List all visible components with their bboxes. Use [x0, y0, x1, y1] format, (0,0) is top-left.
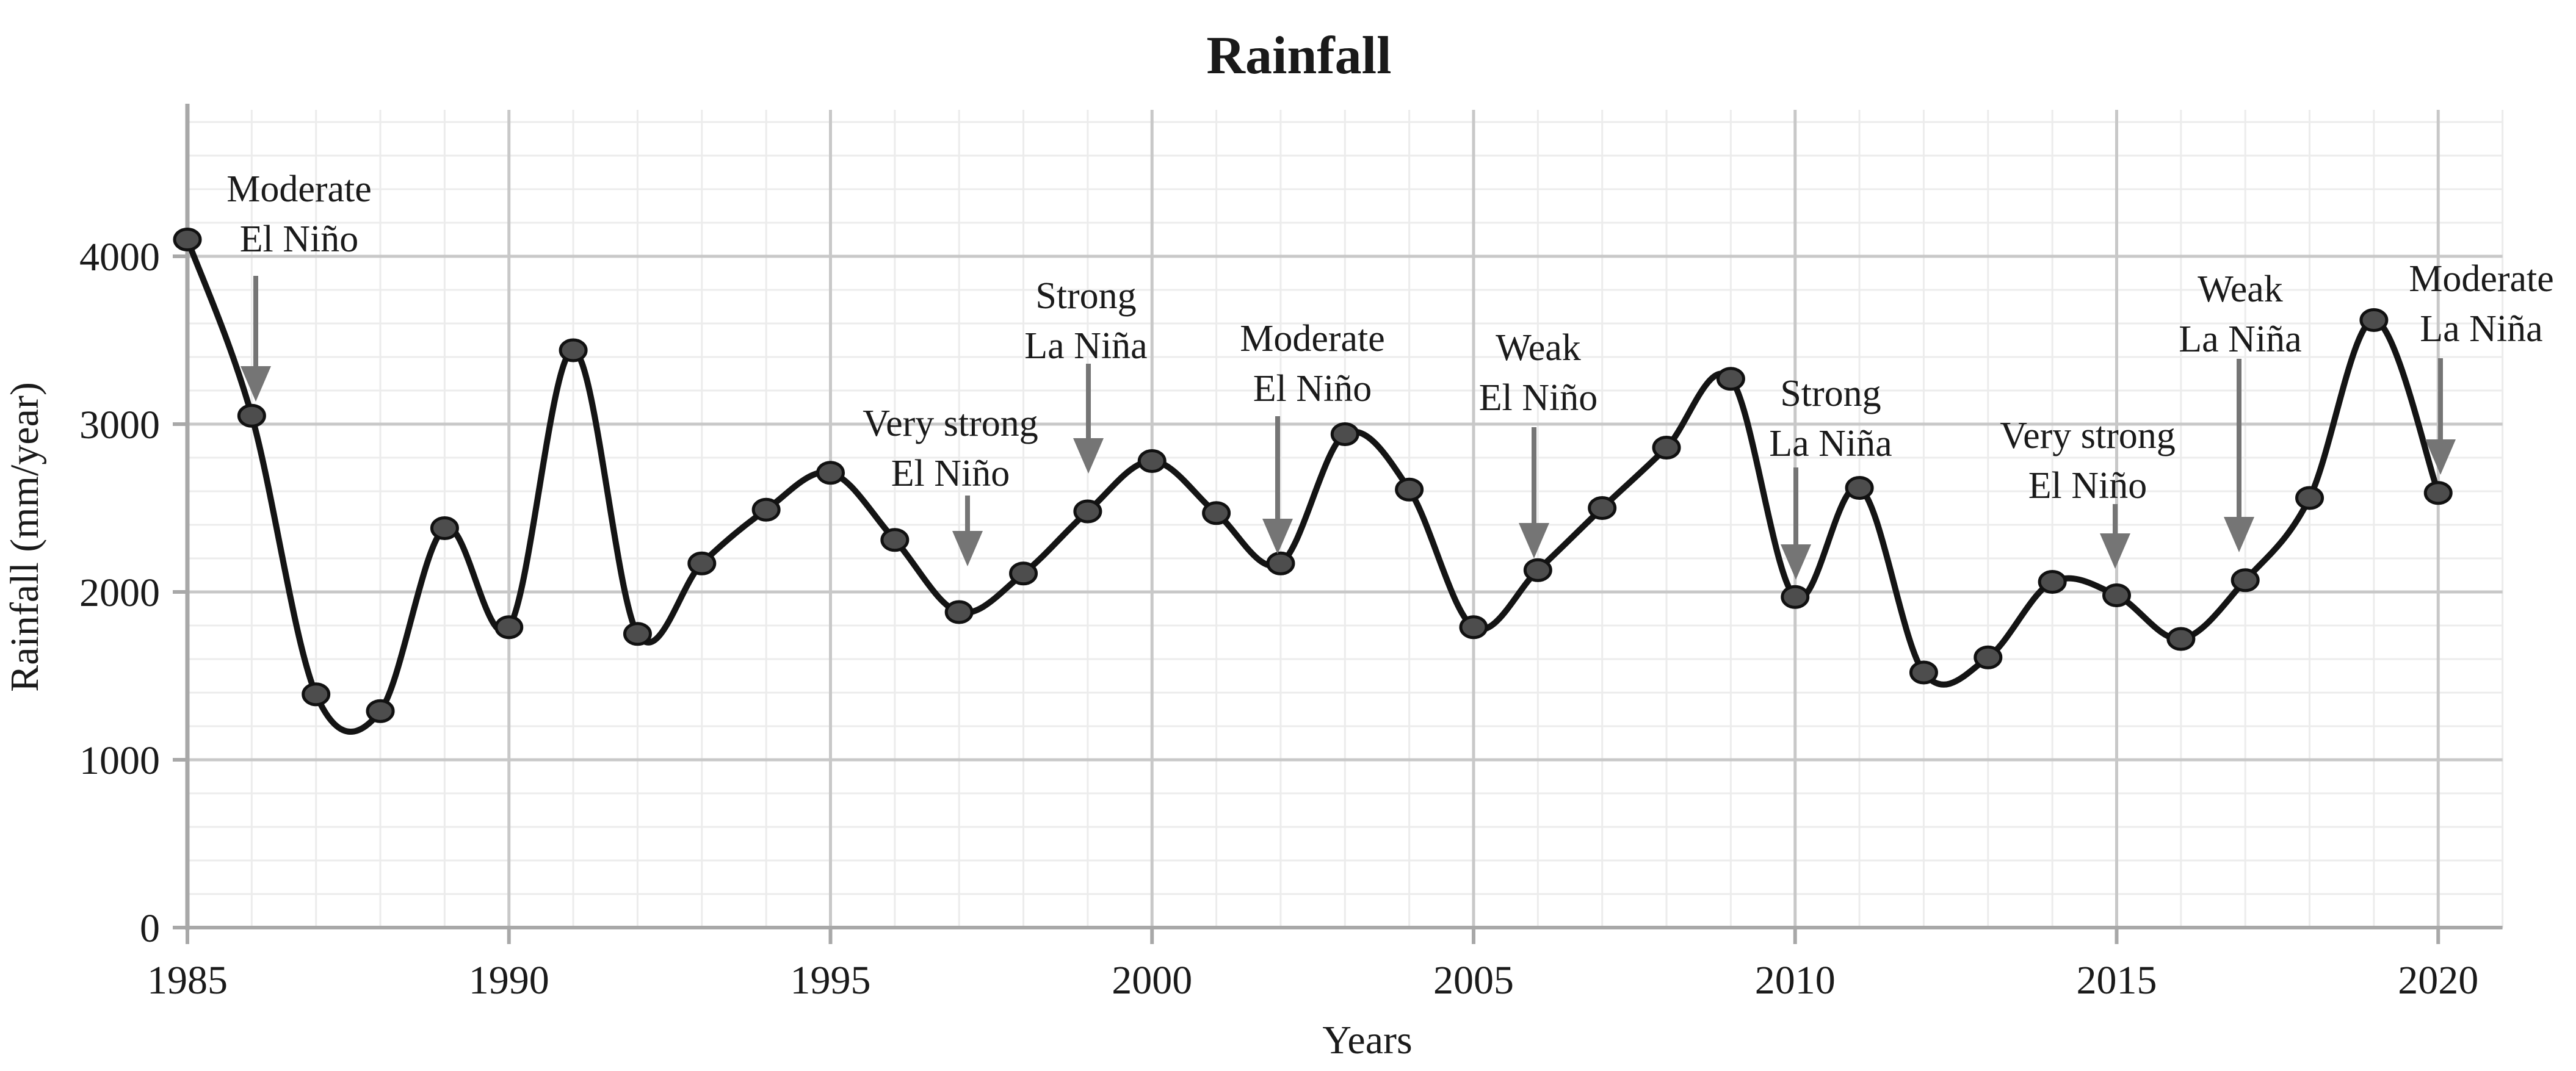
y-tick-label: 2000 — [79, 571, 160, 615]
data-point-2012 — [1909, 660, 1938, 685]
annotation-label-line2: La Niña — [1769, 423, 1892, 464]
annotation-2002: Moderate El Niño — [1240, 318, 1385, 554]
annotation-1999: Strong La Niña — [1024, 275, 1148, 474]
y-tick-label: 1000 — [79, 738, 160, 783]
y-axis-title: Rainfall (mm/year) — [2, 382, 47, 692]
data-point-1992 — [623, 622, 652, 646]
data-point-2019 — [2359, 308, 2389, 332]
y-tick-label: 3000 — [79, 403, 160, 447]
tick-labels: 0 1000 2000 3000 4000 1985 1990 1995 2000 2005 201… — [79, 235, 2478, 1003]
annotation-label-line2: La Niña — [1024, 325, 1147, 367]
axes — [174, 104, 2503, 930]
data-point-1991 — [559, 338, 588, 362]
data-point-1997 — [944, 600, 974, 624]
x-tick-label: 2010 — [1755, 958, 1836, 1003]
annotation-arrow-head — [952, 531, 983, 566]
data-point-2002 — [1266, 551, 1295, 575]
annotation-label-line2: La Niña — [2179, 319, 2301, 360]
annotation-label-line1: Strong — [1780, 373, 1881, 414]
data-point-1996 — [880, 528, 910, 552]
data-point-2014 — [2038, 570, 2067, 594]
annotation-2020: Moderate La Niña — [2409, 258, 2554, 475]
tick-marks — [173, 254, 2440, 944]
annotation-arrow-head — [2100, 533, 2130, 569]
annotation-label-line1: Very strong — [2000, 415, 2176, 456]
annotation-arrow-head — [1262, 519, 1293, 554]
chart-title: Rainfall — [1206, 26, 1391, 85]
data-point-2001 — [1202, 501, 1231, 525]
data-point-1989 — [430, 516, 459, 540]
data-point-1994 — [751, 497, 781, 522]
x-tick-label: 2020 — [2398, 958, 2478, 1003]
data-point-2020 — [2423, 481, 2453, 505]
data-point-1987 — [302, 682, 331, 707]
data-point-2010 — [1781, 585, 1810, 609]
annotations: Moderate El Niño Very strong El Niño Strong L… — [226, 168, 2554, 580]
data-point-2015 — [2102, 583, 2131, 607]
annotation-label-line1: Moderate — [226, 168, 372, 210]
data-point-2013 — [1974, 645, 2003, 669]
annotation-label-line2: El Niño — [240, 218, 359, 260]
data-point-1993 — [687, 551, 717, 575]
data-point-2011 — [1845, 476, 1874, 500]
data-point-1990 — [494, 615, 524, 640]
annotation-arrow-head — [2425, 439, 2456, 475]
annotation-label-line2: El Niño — [1253, 368, 1372, 409]
x-tick-label: 1985 — [147, 958, 228, 1003]
data-point-2018 — [2295, 486, 2325, 510]
annotation-label-line1: Strong — [1035, 275, 1136, 317]
x-tick-label: 1990 — [469, 958, 549, 1003]
annotation-1997: Very strong El Niño — [863, 403, 1038, 566]
data-point-1988 — [366, 699, 395, 723]
y-tick-label: 4000 — [79, 235, 160, 279]
annotation-label-line1: Moderate — [2409, 258, 2554, 300]
x-tick-label: 2005 — [1433, 958, 1514, 1003]
data-point-2000 — [1137, 449, 1167, 473]
data-point-1998 — [1009, 561, 1038, 586]
data-point-2008 — [1652, 436, 1681, 460]
data-point-1999 — [1073, 499, 1102, 524]
data-point-2003 — [1330, 422, 1359, 446]
annotation-2010: Strong La Niña — [1769, 373, 1892, 580]
data-point-2009 — [1716, 367, 1745, 391]
data-point-2016 — [2166, 627, 2196, 651]
x-tick-label: 1995 — [791, 958, 871, 1003]
annotation-2006: Weak El Niño — [1479, 327, 1598, 558]
annotation-label-line2: El Niño — [2028, 465, 2147, 507]
annotation-label-line2: El Niño — [891, 453, 1010, 494]
data-point-2005 — [1459, 615, 1488, 640]
annotation-arrow-head — [1073, 438, 1104, 474]
data-point-1985 — [173, 228, 202, 251]
data-point-1995 — [816, 461, 845, 485]
x-tick-label: 2000 — [1112, 958, 1192, 1003]
annotation-label-line2: El Niño — [1479, 377, 1598, 419]
annotation-arrow-head — [1781, 544, 1811, 580]
data-point-2017 — [2230, 568, 2260, 593]
annotation-label-line1: Weak — [2198, 269, 2283, 310]
annotation-label-line2: La Niña — [2420, 308, 2542, 350]
annotation-arrow-head — [241, 366, 271, 402]
annotation-label-line1: Weak — [1496, 327, 1581, 369]
annotation-label-line1: Moderate — [1240, 318, 1385, 359]
annotation-arrow-head — [1519, 523, 1549, 558]
data-point-1986 — [237, 403, 266, 428]
data-point-2004 — [1395, 477, 1424, 502]
annotation-1986: Moderate El Niño — [226, 168, 372, 402]
annotation-2015: Very strong El Niño — [2000, 415, 2176, 569]
rainfall-series — [173, 228, 2453, 735]
data-point-2007 — [1588, 496, 1617, 520]
annotation-label-line1: Very strong — [863, 403, 1038, 444]
annotation-arrow-head — [2224, 517, 2254, 552]
x-axis-title: Years — [1322, 1018, 1412, 1062]
major-gridlines — [187, 110, 2503, 928]
y-tick-label: 0 — [140, 906, 160, 951]
x-tick-label: 2015 — [2077, 958, 2157, 1003]
annotation-2017: Weak La Niña — [2179, 269, 2302, 552]
data-point-2006 — [1523, 558, 1552, 582]
